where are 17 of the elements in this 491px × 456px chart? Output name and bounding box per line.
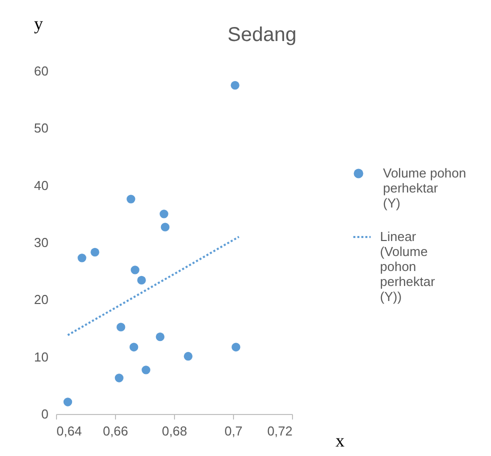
x-tick-label: 0,64 <box>56 424 82 438</box>
y-tick-label: 40 <box>34 178 48 193</box>
chart-title: Sedang <box>228 24 296 46</box>
x-tick-label: 0,66 <box>102 424 128 438</box>
x-tick-label: 0,72 <box>267 424 292 438</box>
legend-label: Volume pohon perhektar (Y) <box>383 166 466 210</box>
x-tick-label: 0,68 <box>162 424 188 438</box>
y-axis-title: y <box>34 14 43 34</box>
y-tick-label: 60 <box>34 64 48 78</box>
y-tick-label: 0 <box>41 406 48 422</box>
y-tick-label: 10 <box>34 349 48 364</box>
legend-label: Linear (Volume pohon perhektar (Y)) <box>380 229 436 304</box>
x-tick-label: 0,7 <box>224 424 243 438</box>
x-axis-title: x <box>336 430 344 450</box>
y-tick-label: 50 <box>34 120 48 136</box>
y-tick-label: 20 <box>34 292 48 308</box>
y-tick-label: 30 <box>34 235 48 250</box>
